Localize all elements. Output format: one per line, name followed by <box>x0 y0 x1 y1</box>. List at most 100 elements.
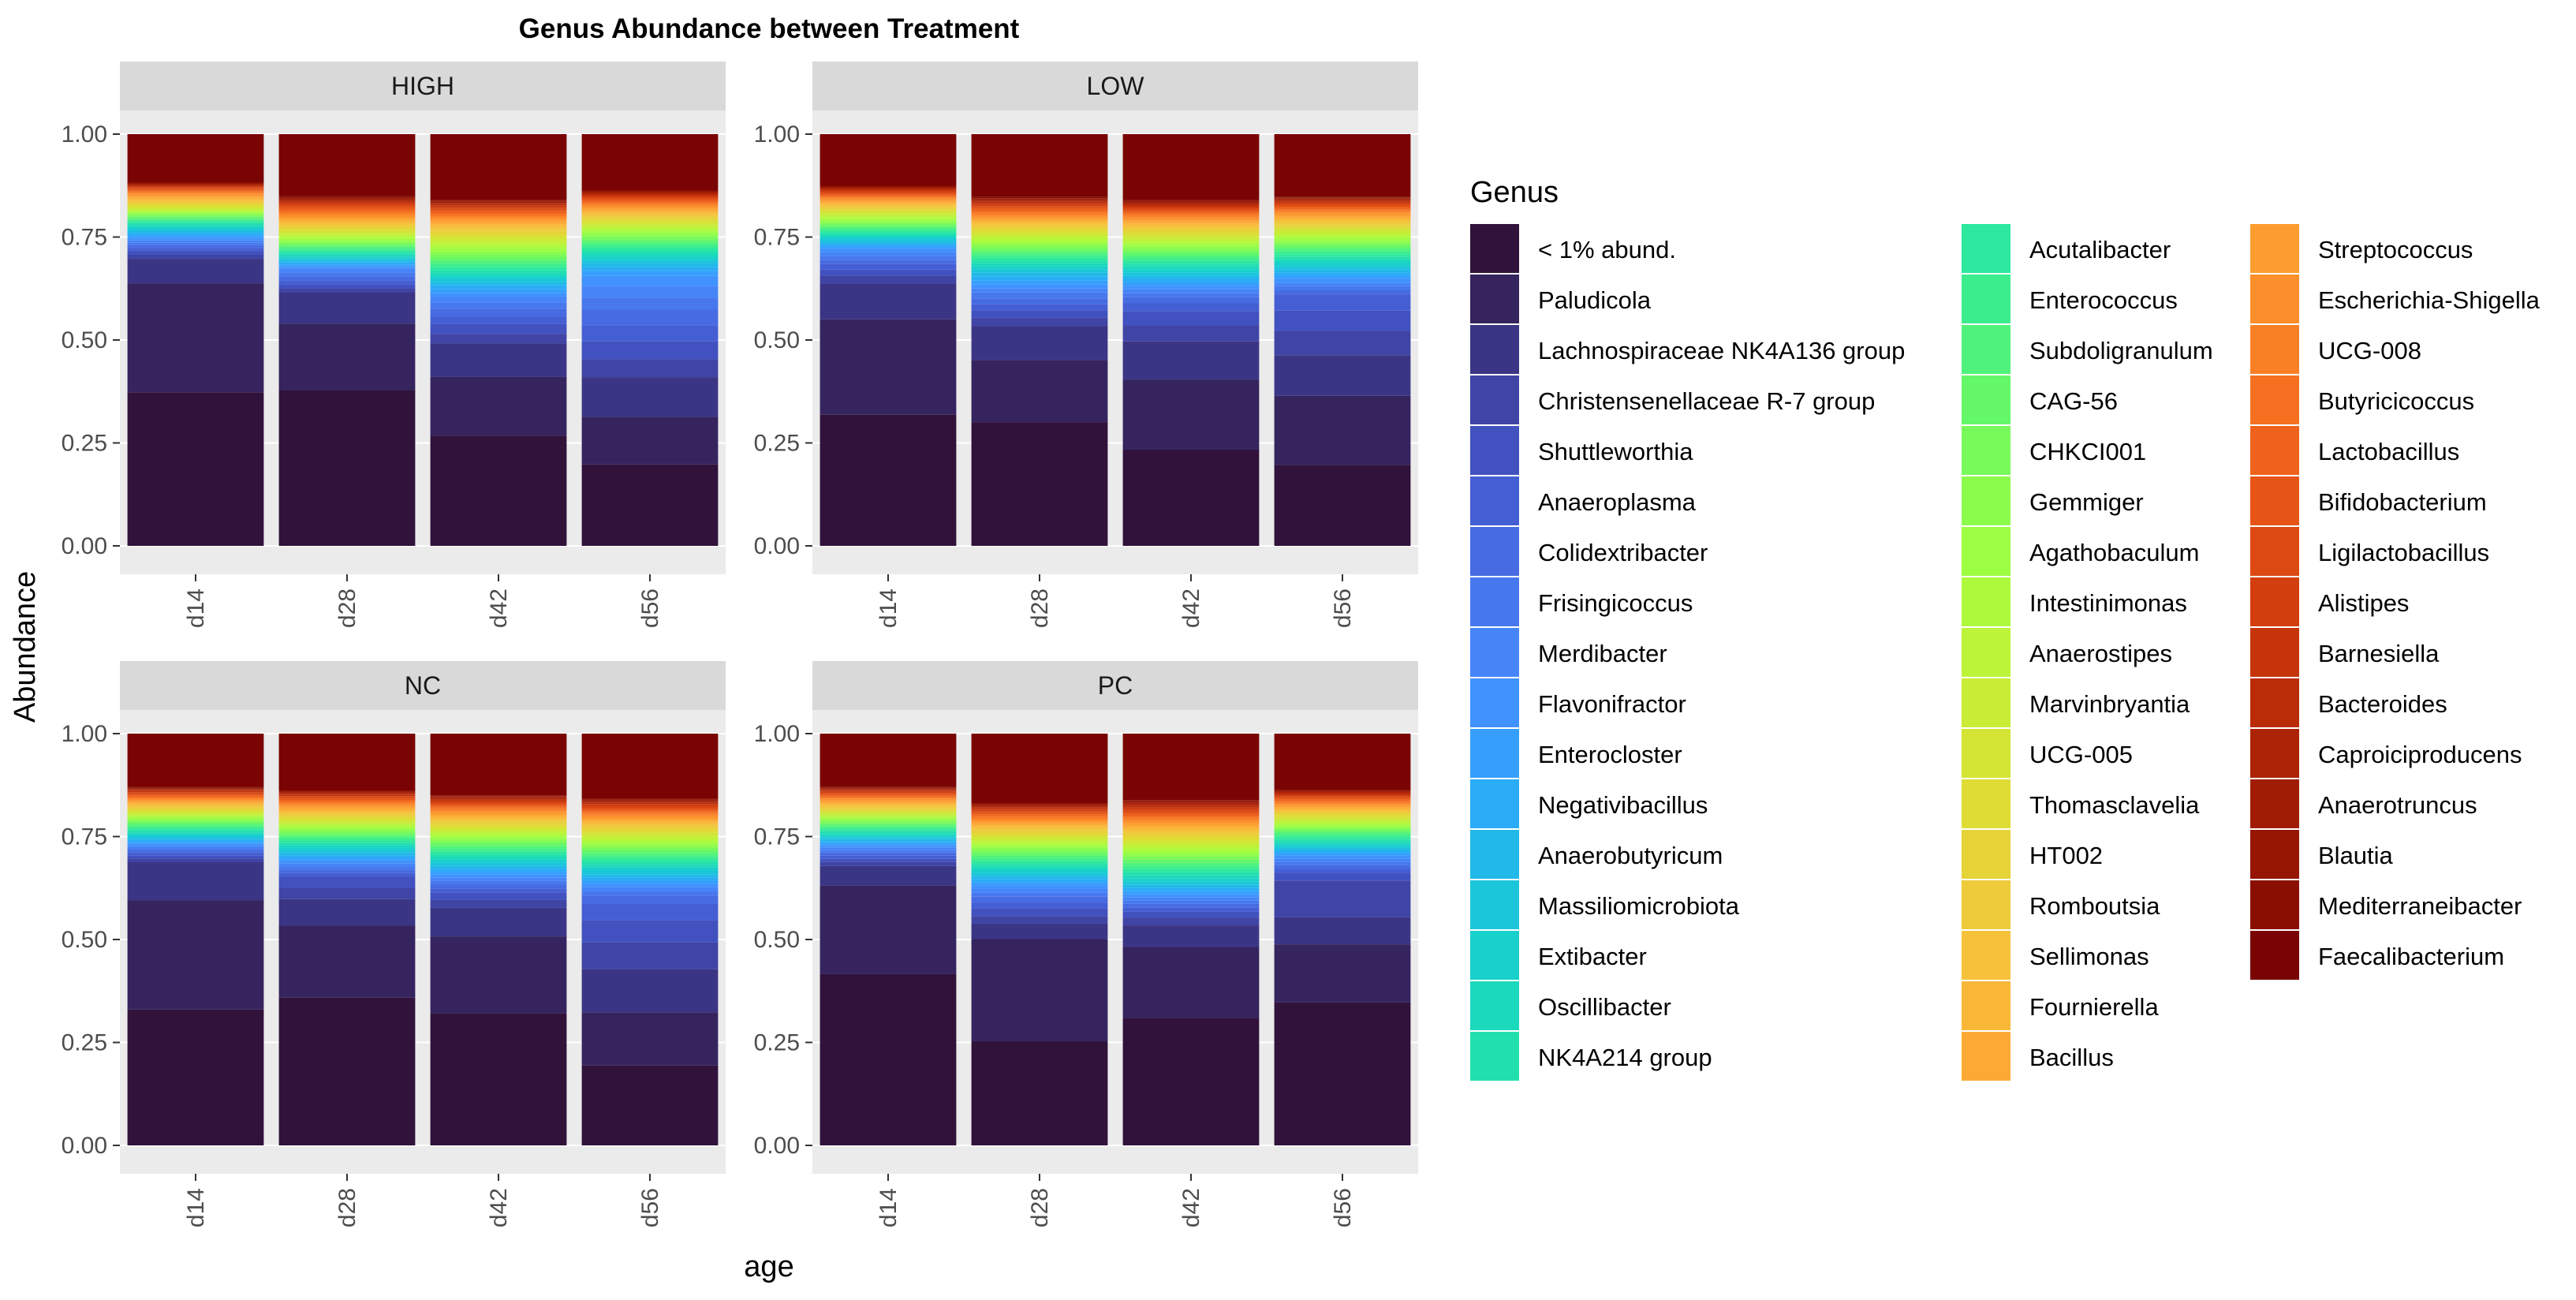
x-tick-label: d28 <box>334 588 360 628</box>
bar-segment-anaerotruncus <box>127 184 264 185</box>
bar-segment-enterococcus <box>127 219 264 222</box>
bar-segment-alistipes <box>819 191 957 193</box>
bar-segment-romboutsia <box>971 829 1108 832</box>
bar-segment-sellimonas <box>278 222 416 226</box>
bar-segment-fournierella <box>1122 223 1260 226</box>
bar-segment-lactobacillus <box>581 200 719 203</box>
bar-segment-cag-56 <box>971 249 1108 252</box>
bar-segment-enterococcus <box>278 838 416 841</box>
bar-segment-merdibacter <box>127 846 264 849</box>
legend-swatch <box>1962 1032 2010 1081</box>
legend-item-agathobaculum: Agathobaculum <box>1962 527 2199 576</box>
bar-segment-intestinimonas <box>1274 236 1411 239</box>
bar-segment-negativibacillus <box>430 869 567 872</box>
legend-item-nk4a214-group: NK4A214 group <box>1470 1032 1712 1081</box>
bar-segment-ht002 <box>971 227 1108 230</box>
bar-segment-frisingicoccus <box>127 242 264 245</box>
bar-segment-enterocloster <box>581 880 719 884</box>
bar-segment-merdibacter <box>278 863 416 867</box>
bar-segment-marvinbryantia <box>971 838 1108 841</box>
bar-segment-1-abund <box>1274 465 1411 546</box>
bar-segment-bifidobacterium <box>971 812 1108 815</box>
bar-segment-shuttleworthia <box>819 269 957 276</box>
chart-title: Genus Abundance between Treatment <box>519 13 1020 44</box>
bar-segment-alistipes <box>971 204 1108 207</box>
bar-segment-nk4a214-group <box>1274 256 1411 260</box>
bar-segment-subdoligranulum <box>278 835 416 839</box>
bar-segment-alistipes <box>278 796 416 798</box>
bar-segment-shuttleworthia <box>1122 911 1260 918</box>
bar-segment-caproiciproducens <box>581 801 719 803</box>
bar-segment-anaerobutyricum <box>971 272 1108 277</box>
bar-segment-intestinimonas <box>819 816 957 818</box>
bar-segment-agathobaculum <box>1122 850 1260 854</box>
bar-segment-christensenellaceae-r-7-group <box>1274 331 1411 356</box>
bar-segment-lachnospiraceae-nk4a136-group <box>1122 341 1260 380</box>
bar-segment-bifidobacterium <box>1274 798 1411 800</box>
legend-item-mediterraneibacter: Mediterraneibacter <box>2250 880 2522 929</box>
bar-segment-anaerobutyricum <box>971 876 1108 880</box>
bar-segment-merdibacter <box>1274 858 1411 862</box>
bar-segment-bifidobacterium <box>971 207 1108 210</box>
bar-segment-thomasclavelia <box>819 209 957 211</box>
bar-segment-agathobaculum <box>971 241 1108 245</box>
bar-segment-subdoligranulum <box>581 853 719 857</box>
bar-segment-thomasclavelia <box>819 809 957 812</box>
bar-segment-escherichia-shigella <box>1274 804 1411 806</box>
legend-label: Lactobacillus <box>2318 438 2459 465</box>
bar-segment-sellimonas <box>819 805 957 807</box>
facet-label-nc: NC <box>405 671 441 700</box>
x-tick-label: d56 <box>1330 1188 1356 1227</box>
bar-segment-anaerobutyricum <box>127 838 264 840</box>
legend-label: Streptococcus <box>2318 236 2473 263</box>
bar-segment-bacteroides <box>430 204 567 206</box>
bar-segment-anaerotruncus <box>1274 198 1411 200</box>
bar-segment-cag-56 <box>1274 831 1411 833</box>
bar-segment-lachnospiraceae-nk4a136-group <box>1274 917 1411 945</box>
bar-segment-alistipes <box>278 204 416 206</box>
bar-segment-ht002 <box>278 816 416 818</box>
bar-segment-negativibacillus <box>971 276 1108 281</box>
bar-segment-chkci001 <box>127 820 264 824</box>
bar-segment-shuttleworthia <box>1274 872 1411 881</box>
bar-segment-oscillibacter <box>430 857 567 860</box>
bar-segment-romboutsia <box>1274 222 1411 225</box>
bar-segment-lachnospiraceae-nk4a136-group <box>971 923 1108 940</box>
bar-segment-escherichia-shigella <box>819 798 957 801</box>
bar-segment-acutalibacter <box>278 250 416 253</box>
bar-segment-marvinbryantia <box>430 829 567 832</box>
legend-swatch <box>1470 628 1519 677</box>
legend-swatch <box>2250 729 2299 778</box>
bar-segment-thomasclavelia <box>1122 837 1260 840</box>
bar-segment-romboutsia <box>1274 812 1411 813</box>
legend-swatch <box>1962 426 2010 475</box>
legend-swatch <box>2250 779 2299 828</box>
bar-segment-christensenellaceae-r-7-group <box>278 887 416 899</box>
bar-segment-extibacter <box>971 869 1108 873</box>
bar-segment-ucg-008 <box>127 798 264 799</box>
bar-segment-mediterraneibacter <box>581 798 719 800</box>
bar-segment-nk4a214-group <box>430 854 567 857</box>
bar-nc-d42 <box>430 734 567 1145</box>
bar-segment-lachnospiraceae-nk4a136-group <box>127 862 264 901</box>
bar-segment-ligilactobacillus <box>278 205 416 207</box>
bar-segment-alistipes <box>430 801 567 803</box>
bar-segment-acutalibacter <box>278 840 416 843</box>
bar-segment-paludicola <box>1122 947 1260 1018</box>
bar-segment-anaeroplasma <box>1122 303 1260 312</box>
bar-segment-gemmiger <box>971 244 1108 247</box>
y-tick-label: 0.75 <box>754 824 800 850</box>
bar-segment-butyricicoccus <box>1274 209 1411 211</box>
bar-segment-bifidobacterium <box>819 794 957 796</box>
bar-segment-extibacter <box>278 256 416 259</box>
bar-segment-alistipes <box>127 792 264 794</box>
bar-segment-flavonifractor <box>819 845 957 848</box>
bar-segment-negativibacillus <box>1122 887 1260 891</box>
bar-segment-enterocloster <box>278 264 416 267</box>
bar-segment-negativibacillus <box>430 285 567 290</box>
bar-segment-blautia <box>127 183 264 185</box>
bar-segment-extibacter <box>819 237 957 240</box>
legend-swatch <box>2250 325 2299 374</box>
y-tick-label: 1.00 <box>62 121 107 148</box>
legend-label: Subdoligranulum <box>2029 337 2213 364</box>
